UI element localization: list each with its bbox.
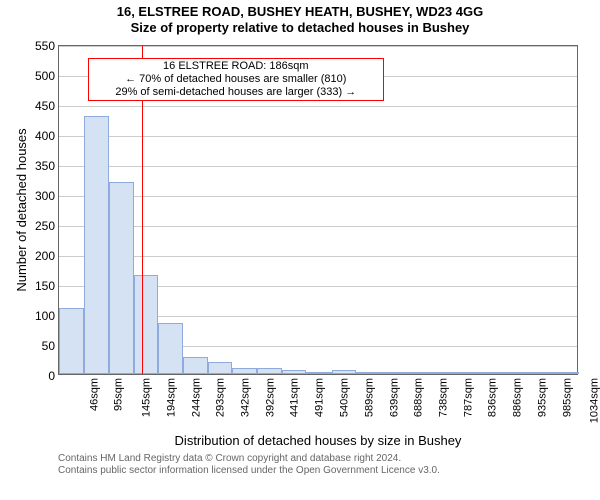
y-tick-label: 200	[35, 249, 55, 263]
y-tick-label: 550	[35, 39, 55, 53]
x-tick-label: 540sqm	[339, 378, 351, 417]
gridline	[59, 226, 577, 227]
histogram-bar	[455, 372, 480, 374]
y-tick-label: 0	[48, 369, 55, 383]
y-tick-label: 450	[35, 99, 55, 113]
histogram-bar	[183, 357, 208, 374]
x-tick-label: 639sqm	[388, 378, 400, 417]
histogram-bar	[332, 370, 357, 374]
x-axis-label: Distribution of detached houses by size …	[58, 433, 578, 448]
gridline	[59, 196, 577, 197]
title-line-1: 16, ELSTREE ROAD, BUSHEY HEATH, BUSHEY, …	[0, 4, 600, 20]
x-tick-label: 342sqm	[239, 378, 251, 417]
annotation-line-1: 16 ELSTREE ROAD: 186sqm	[93, 60, 379, 73]
x-tick-label: 95sqm	[113, 378, 125, 411]
histogram-bar	[480, 372, 505, 374]
chart-title: 16, ELSTREE ROAD, BUSHEY HEATH, BUSHEY, …	[0, 0, 600, 37]
y-tick-label: 100	[35, 309, 55, 323]
x-tick-label: 787sqm	[462, 378, 474, 417]
histogram-bar	[109, 182, 134, 374]
x-tick-label: 145sqm	[141, 378, 153, 417]
histogram-bar	[430, 372, 455, 374]
histogram-bar	[282, 370, 307, 374]
histogram-bar	[554, 372, 579, 374]
y-tick-label: 150	[35, 279, 55, 293]
y-tick-label: 500	[35, 69, 55, 83]
plot-area: 05010015020025030035040045050055046sqm95…	[58, 45, 578, 375]
histogram-bar	[257, 368, 282, 374]
x-tick-label: 589sqm	[363, 378, 375, 417]
histogram-bar	[158, 323, 183, 374]
footer-attribution: Contains HM Land Registry data © Crown c…	[58, 453, 440, 477]
y-tick-label: 50	[42, 339, 55, 353]
gridline	[59, 136, 577, 137]
y-tick-label: 350	[35, 159, 55, 173]
y-axis-label: Number of detached houses	[14, 128, 29, 291]
annotation-line-2: ← 70% of detached houses are smaller (81…	[93, 73, 379, 86]
histogram-bar	[381, 372, 406, 374]
x-tick-label: 886sqm	[512, 378, 524, 417]
histogram-bar	[59, 308, 84, 374]
gridline	[59, 256, 577, 257]
y-tick-label: 250	[35, 219, 55, 233]
y-tick-label: 400	[35, 129, 55, 143]
gridline	[59, 46, 577, 47]
x-tick-label: 836sqm	[487, 378, 499, 417]
x-tick-label: 1034sqm	[589, 378, 600, 423]
histogram-bar	[84, 116, 109, 374]
annotation-line-3: 29% of semi-detached houses are larger (…	[93, 86, 379, 99]
x-tick-label: 244sqm	[190, 378, 202, 417]
footer-line-1: Contains HM Land Registry data © Crown c…	[58, 453, 440, 465]
histogram-bar	[529, 372, 554, 374]
histogram-bar	[406, 372, 431, 374]
x-tick-label: 46sqm	[88, 378, 100, 411]
histogram-bar	[208, 362, 233, 374]
x-tick-label: 985sqm	[561, 378, 573, 417]
annotation-box: 16 ELSTREE ROAD: 186sqm← 70% of detached…	[88, 58, 384, 102]
x-tick-label: 935sqm	[536, 378, 548, 417]
histogram-bar	[505, 372, 530, 374]
histogram-bar	[306, 372, 331, 374]
x-tick-label: 392sqm	[264, 378, 276, 417]
footer-line-2: Contains public sector information licen…	[58, 465, 440, 477]
x-tick-label: 738sqm	[438, 378, 450, 417]
histogram-bar	[232, 368, 257, 374]
gridline	[59, 106, 577, 107]
y-tick-label: 300	[35, 189, 55, 203]
x-tick-label: 194sqm	[165, 378, 177, 417]
title-line-2: Size of property relative to detached ho…	[0, 20, 600, 36]
histogram-bar	[134, 275, 159, 374]
x-tick-label: 491sqm	[314, 378, 326, 417]
x-tick-label: 688sqm	[413, 378, 425, 417]
gridline	[59, 166, 577, 167]
x-tick-label: 293sqm	[215, 378, 227, 417]
histogram-bar	[356, 372, 381, 374]
x-tick-label: 441sqm	[289, 378, 301, 417]
